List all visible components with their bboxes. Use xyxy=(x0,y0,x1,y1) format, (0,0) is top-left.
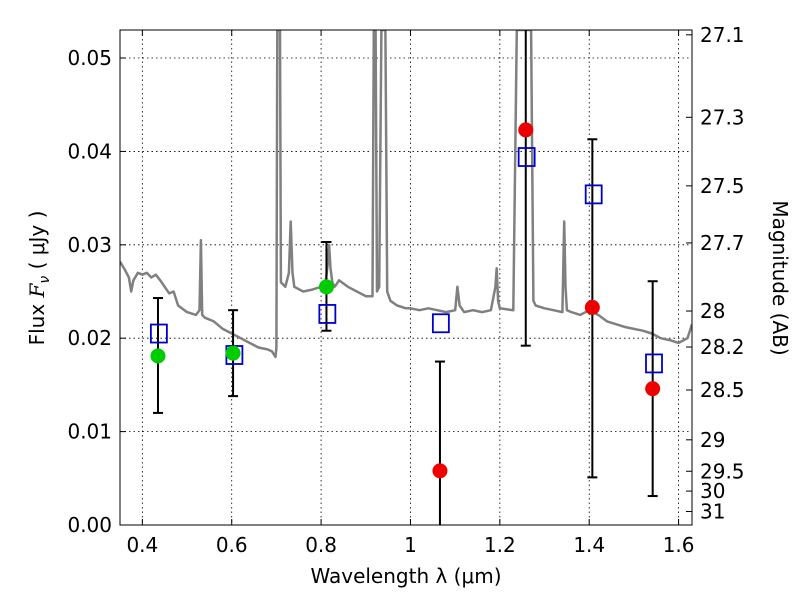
observed-point xyxy=(645,381,661,397)
spectrum-line xyxy=(120,30,692,359)
y2-tick-label: 27.7 xyxy=(700,231,745,255)
y2-tick-label: 27.1 xyxy=(700,23,745,47)
x-tick-label: 0.8 xyxy=(305,533,337,557)
x-tick-label: 0.6 xyxy=(216,533,248,557)
photometry-square xyxy=(517,147,536,167)
y2-tick-label: 27.3 xyxy=(700,105,745,129)
observed-point xyxy=(225,345,241,361)
y-tick-label: 0.01 xyxy=(67,420,112,444)
y-axis-label: Flux Fν ( μJy ) xyxy=(25,211,53,346)
error-bars xyxy=(152,30,658,525)
y2-tick-label: 30 xyxy=(700,479,725,503)
x-axis-label: Wavelength λ (μm) xyxy=(310,564,501,588)
x-tick-label: 1.2 xyxy=(484,533,516,557)
y-tick-label: 0.03 xyxy=(67,233,112,257)
y2-axis-label: Magnitude (AB) xyxy=(768,200,792,355)
y-tick-label: 0.04 xyxy=(67,139,112,163)
y-tick-label: 0.00 xyxy=(67,513,112,537)
y2-tick-label: 29.5 xyxy=(700,459,745,483)
photometry-square xyxy=(584,184,603,205)
plot-content xyxy=(120,30,692,525)
observed-point xyxy=(584,299,600,315)
y2-tick-label: 28.5 xyxy=(700,378,745,402)
x-tick-label: 1.6 xyxy=(663,533,695,557)
photometry-square xyxy=(431,313,450,334)
y2-tick-label: 27.5 xyxy=(700,174,745,198)
y-tick-label: 0.05 xyxy=(67,46,112,70)
photometry-square xyxy=(149,323,168,344)
y2-tick-label: 29 xyxy=(700,428,725,452)
photometry-square xyxy=(318,304,337,324)
photometry-square xyxy=(645,353,663,374)
x-tick-label: 1.4 xyxy=(573,533,605,557)
x-tick-label: 0.4 xyxy=(126,533,158,557)
y2-tick-label: 28.2 xyxy=(700,335,745,359)
x-ticks: 0.4 0.6 0.8 1 1.2 1.4 1.6 xyxy=(126,30,695,557)
y2-tick-label: 28 xyxy=(700,299,725,323)
photometry-squares xyxy=(149,147,663,374)
observed-point xyxy=(432,463,448,479)
x-tick-label: 1 xyxy=(404,533,417,557)
y-tick-label: 0.02 xyxy=(67,326,112,350)
y2-tick-label: 31 xyxy=(700,499,725,523)
observed-point xyxy=(318,279,334,295)
y-ticks: 0.00 0.01 0.02 0.03 0.04 0.05 xyxy=(67,46,126,537)
observed-point xyxy=(518,122,534,138)
grid-lines xyxy=(120,30,692,526)
observed-point xyxy=(150,348,166,364)
observed-points xyxy=(150,122,661,479)
plot-frame xyxy=(119,29,693,526)
